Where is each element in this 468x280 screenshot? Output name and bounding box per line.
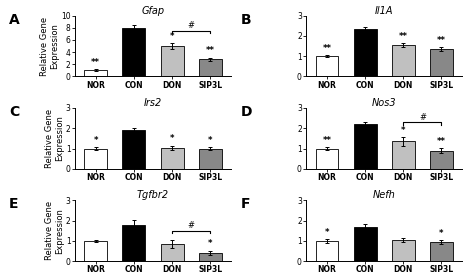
Text: #: #: [188, 221, 195, 230]
Text: *: *: [94, 136, 98, 145]
Bar: [84, 149, 107, 169]
Text: B: B: [241, 13, 251, 27]
Bar: [161, 148, 183, 169]
Bar: [392, 240, 415, 261]
Text: **: **: [437, 137, 446, 146]
Bar: [392, 141, 415, 169]
Text: D: D: [241, 105, 252, 119]
Text: *: *: [208, 136, 212, 144]
Bar: [84, 70, 107, 76]
Bar: [84, 241, 107, 261]
Text: A: A: [9, 13, 20, 27]
Bar: [430, 49, 453, 76]
Text: #: #: [188, 21, 195, 30]
Bar: [199, 149, 222, 169]
Bar: [315, 56, 338, 76]
Text: **: **: [322, 44, 331, 53]
Bar: [354, 227, 377, 261]
Text: **: **: [322, 136, 331, 144]
Bar: [392, 45, 415, 76]
Y-axis label: Relative Gene
Expression: Relative Gene Expression: [45, 201, 65, 260]
Text: #: #: [419, 113, 426, 122]
Bar: [315, 241, 338, 261]
Bar: [123, 28, 146, 76]
Title: Irs2: Irs2: [144, 98, 162, 108]
Y-axis label: Relative Gene
Expression: Relative Gene Expression: [40, 17, 59, 76]
Title: Gfap: Gfap: [141, 6, 165, 16]
Text: F: F: [241, 197, 250, 211]
Bar: [123, 225, 146, 261]
Title: Tgfbr2: Tgfbr2: [137, 190, 169, 200]
Text: E: E: [9, 197, 19, 211]
Bar: [161, 46, 183, 76]
Bar: [199, 253, 222, 261]
Title: Nos3: Nos3: [372, 98, 396, 108]
Text: **: **: [437, 36, 446, 45]
Title: Nefh: Nefh: [373, 190, 395, 200]
Title: Il1A: Il1A: [375, 6, 394, 16]
Text: **: **: [206, 46, 215, 55]
Text: *: *: [439, 228, 444, 237]
Bar: [354, 29, 377, 76]
Bar: [123, 130, 146, 169]
Bar: [315, 149, 338, 169]
Text: *: *: [170, 32, 175, 41]
Text: C: C: [9, 105, 19, 119]
Text: *: *: [325, 228, 329, 237]
Bar: [354, 124, 377, 169]
Bar: [199, 59, 222, 76]
Text: **: **: [91, 58, 100, 67]
Bar: [430, 242, 453, 261]
Bar: [161, 244, 183, 261]
Bar: [430, 151, 453, 169]
Text: **: **: [399, 32, 408, 41]
Text: *: *: [170, 134, 175, 143]
Y-axis label: Relative Gene
Expression: Relative Gene Expression: [45, 109, 65, 168]
Text: *: *: [401, 126, 406, 135]
Text: *: *: [208, 239, 212, 248]
